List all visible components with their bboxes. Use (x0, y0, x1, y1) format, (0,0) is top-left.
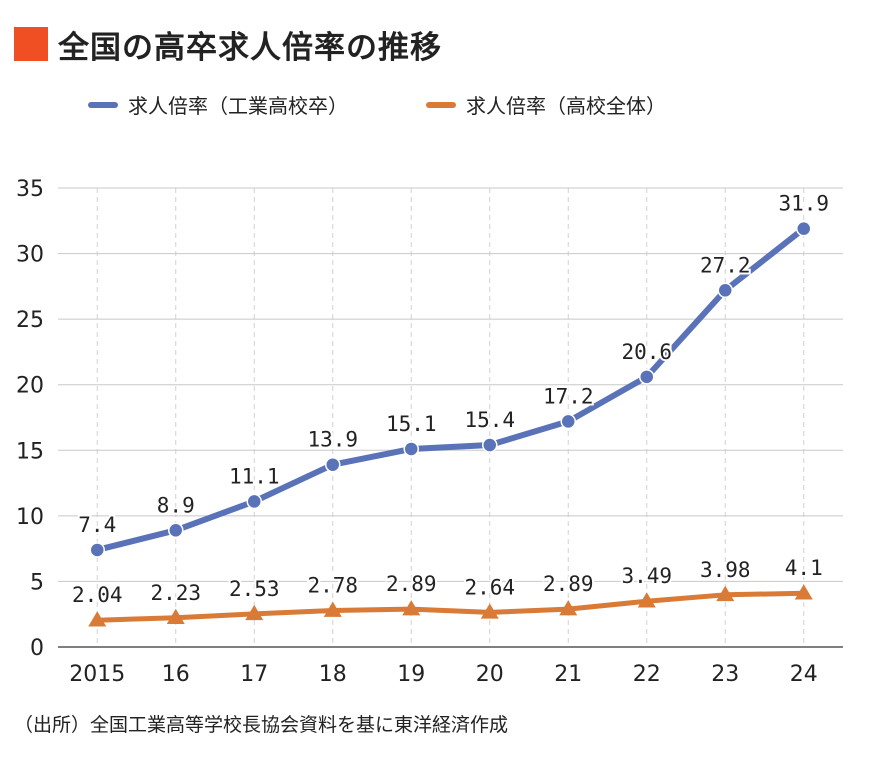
data-point-industrial (796, 220, 812, 237)
data-point-all (323, 601, 342, 617)
legend-swatch-industrial (88, 101, 118, 108)
data-label-industrial: 7.4 (78, 513, 116, 537)
data-label-industrial: 11.1 (229, 464, 280, 488)
data-label-industrial: 8.9 (157, 493, 195, 517)
data-point-industrial (717, 282, 733, 299)
legend-label-all: 求人倍率（高校全体） (466, 94, 666, 118)
data-label-all: 2.78 (307, 574, 358, 598)
x-tick-label: 20 (476, 662, 504, 687)
data-point-all (480, 603, 499, 619)
chart-title-block: 全国の高卒求人倍率の推移 (14, 24, 442, 66)
series-line-industrial (94, 225, 807, 553)
chart-title: 全国の高卒求人倍率の推移 (58, 29, 442, 66)
data-label-industrial: 15.4 (464, 408, 515, 432)
legend-swatch-all (426, 101, 456, 108)
x-tick-label: 17 (240, 662, 268, 687)
data-point-all (794, 584, 813, 600)
data-point-industrial (403, 441, 419, 457)
data-label-all: 3.98 (700, 558, 751, 582)
legend-item-all: 求人倍率（高校全体） (426, 90, 666, 119)
data-point-all (166, 608, 185, 625)
data-point-all (716, 585, 735, 602)
series-line-all (94, 590, 807, 623)
data-label-industrial: 17.2 (543, 384, 594, 408)
legend: 求人倍率（工業高校卒） 求人倍率（高校全体） (88, 90, 744, 119)
data-point-industrial (325, 456, 341, 473)
data-label-industrial: 31.9 (778, 192, 829, 216)
source-note: （出所）全国工業高等学校長協会資料を基に東洋経済作成 (14, 714, 509, 736)
data-point-all (88, 611, 107, 627)
data-label-all: 2.23 (150, 581, 201, 605)
data-label-all: 4.1 (785, 556, 823, 580)
x-tick-label: 24 (790, 662, 818, 687)
y-tick-label: 35 (16, 177, 44, 202)
data-point-all (559, 600, 578, 616)
data-point-all (245, 604, 264, 621)
data-label-industrial: 27.2 (700, 253, 751, 277)
data-label-all: 3.49 (621, 564, 672, 588)
data-point-industrial (482, 437, 498, 453)
data-point-industrial (89, 542, 105, 558)
data-point-industrial (246, 493, 262, 510)
x-tick-label: 2015 (69, 662, 125, 687)
data-point-industrial (639, 369, 655, 385)
x-tick-label: 21 (554, 662, 582, 687)
y-tick-label: 5 (30, 570, 44, 595)
data-label-industrial: 15.1 (386, 412, 437, 436)
legend-item-industrial: 求人倍率（工業高校卒） (88, 90, 348, 119)
data-point-all (402, 600, 421, 616)
y-tick-label: 0 (30, 636, 44, 661)
x-tick-label: 19 (397, 662, 425, 687)
x-tick-label: 16 (162, 662, 190, 687)
title-accent-square (14, 27, 48, 61)
data-label-industrial: 13.9 (307, 428, 358, 452)
data-label-all: 2.64 (464, 575, 515, 599)
data-label-all: 2.89 (386, 572, 437, 596)
data-point-industrial (560, 413, 576, 430)
x-tick-label: 22 (633, 662, 661, 687)
legend-label-industrial: 求人倍率（工業高校卒） (128, 94, 348, 118)
data-label-all: 2.89 (543, 572, 594, 596)
data-label-all: 2.53 (229, 577, 280, 601)
x-tick-label: 18 (319, 662, 347, 687)
y-tick-label: 30 (16, 243, 44, 268)
data-label-industrial: 20.6 (621, 340, 672, 364)
y-tick-label: 10 (16, 505, 44, 530)
y-tick-label: 25 (16, 308, 44, 333)
data-point-all (637, 592, 656, 608)
x-tick-label: 23 (711, 662, 739, 687)
y-tick-label: 20 (16, 374, 44, 399)
y-tick-label: 15 (16, 439, 44, 464)
data-point-industrial (168, 522, 184, 539)
data-label-all: 2.04 (72, 583, 123, 607)
